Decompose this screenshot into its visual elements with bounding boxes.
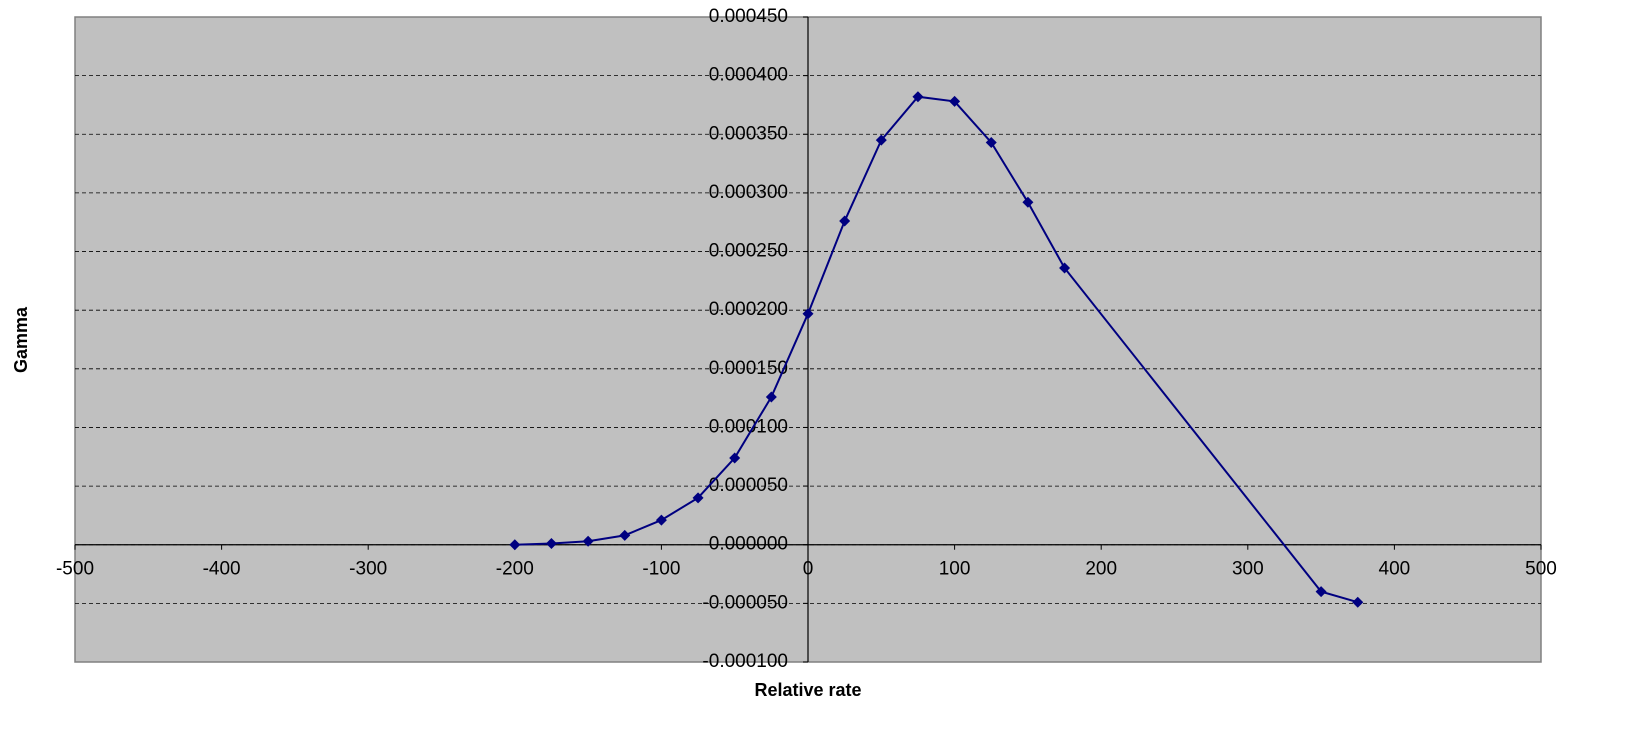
data-point <box>839 215 851 227</box>
y-tick-label: 0.000450 <box>709 6 788 27</box>
x-tick-label: 100 <box>939 559 971 580</box>
x-axis-title: Relative rate <box>754 680 861 700</box>
x-tick-label: -100 <box>642 559 680 580</box>
y-tick-label: -0.000100 <box>702 651 788 672</box>
x-tick-label: 200 <box>1085 559 1117 580</box>
data-point <box>949 95 961 107</box>
data-point <box>729 452 741 464</box>
x-tick-label: 500 <box>1525 559 1557 580</box>
y-tick-label: 0.000400 <box>709 65 788 86</box>
data-point <box>912 91 924 103</box>
x-tick-label: -400 <box>203 559 241 580</box>
y-tick-label: 0.000350 <box>709 123 788 144</box>
data-point <box>1315 586 1327 598</box>
data-point <box>875 134 887 146</box>
y-tick-label: 0.000200 <box>709 299 788 320</box>
x-tick-label: -500 <box>56 559 94 580</box>
y-tick-label: -0.000050 <box>702 592 788 613</box>
y-tick-label: 0.000150 <box>709 358 788 379</box>
x-tick-label: 300 <box>1232 559 1264 580</box>
x-tick-label: 400 <box>1379 559 1411 580</box>
data-line <box>514 95 1359 604</box>
data-point <box>1022 196 1034 208</box>
data-point <box>692 492 704 504</box>
data-point <box>545 538 557 550</box>
data-point <box>619 529 631 541</box>
y-axis-title: Gamma <box>11 306 31 373</box>
data-point <box>765 391 777 403</box>
data-point <box>655 514 667 526</box>
y-tick-label: 0.000250 <box>709 241 788 262</box>
data-point <box>1352 596 1364 608</box>
data-point <box>802 308 814 320</box>
x-tick-label: -200 <box>496 559 534 580</box>
y-tick-label: 0.000100 <box>709 416 788 437</box>
data-point <box>509 539 521 551</box>
y-tick-label: 0.000050 <box>709 475 788 496</box>
data-point <box>582 535 594 547</box>
y-tick-label: 0.000300 <box>709 182 788 203</box>
x-tick-label: -300 <box>349 559 387 580</box>
data-point <box>985 136 997 148</box>
data-point <box>1059 262 1071 274</box>
